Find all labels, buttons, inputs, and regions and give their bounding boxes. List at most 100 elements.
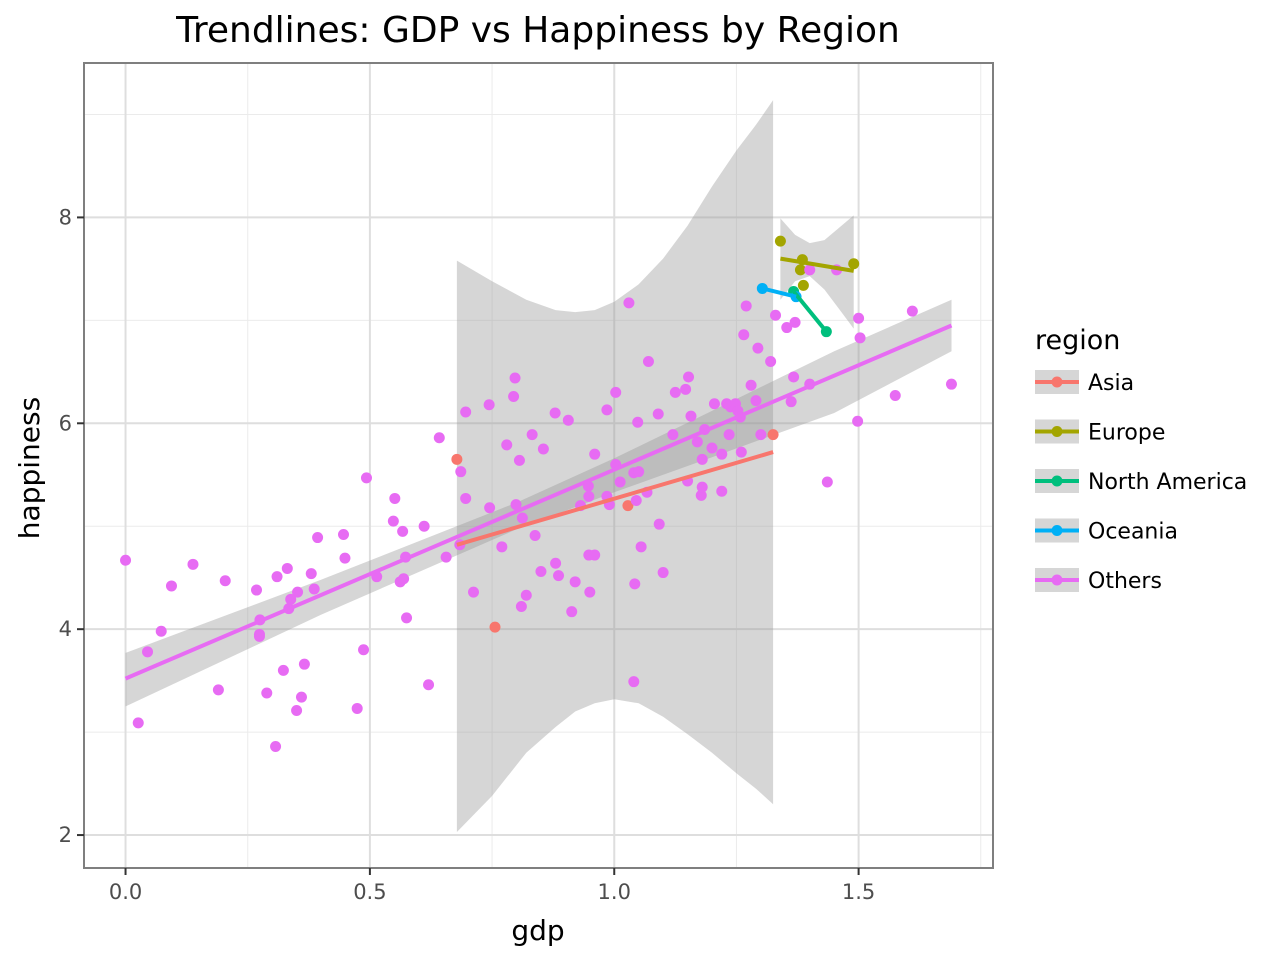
point-others [652, 408, 664, 420]
point-others [716, 448, 728, 460]
point-others [635, 541, 647, 553]
point-others [723, 429, 735, 441]
point-others [305, 568, 317, 580]
point-others [483, 399, 495, 411]
point-others [691, 436, 703, 448]
point-others [852, 415, 864, 427]
point-others [601, 404, 613, 416]
point-others [589, 549, 601, 561]
trend-lines [124, 256, 953, 681]
point-others [623, 297, 635, 309]
point-europe [774, 235, 786, 247]
legend-key-point-asia [1051, 376, 1063, 388]
point-others [440, 551, 452, 563]
point-others [785, 396, 797, 408]
point-others [633, 466, 645, 478]
point-others [516, 512, 528, 524]
point-others [398, 573, 410, 585]
point-others [765, 356, 777, 368]
point-others [261, 687, 273, 699]
point-others [553, 570, 565, 582]
point-others [460, 492, 472, 504]
point-others [821, 476, 833, 488]
trend-line-europe [780, 256, 855, 273]
legend-label-others: Others [1088, 569, 1162, 594]
point-asia [489, 621, 501, 633]
point-others [550, 557, 562, 569]
point-others [281, 562, 293, 574]
point-others [706, 442, 718, 454]
y-tick-label: 4 [59, 617, 72, 641]
point-others [308, 583, 320, 595]
point-others [387, 515, 399, 527]
point-others [270, 741, 282, 753]
point-others [212, 684, 224, 696]
y-tick-label: 2 [59, 823, 72, 847]
point-others [745, 379, 757, 391]
point-others [750, 395, 762, 407]
legend-label-oceania: Oceania [1088, 520, 1178, 545]
point-others [584, 586, 596, 598]
point-others [351, 702, 363, 714]
point-others [529, 530, 541, 541]
y-axis-title: happiness [13, 397, 46, 539]
legend-key-point-oceania [1051, 525, 1063, 536]
point-others [510, 499, 522, 511]
point-others [537, 443, 549, 455]
legend-title: region [1035, 325, 1120, 356]
point-others [418, 520, 430, 532]
point-others [740, 300, 752, 312]
point-others [165, 580, 177, 592]
point-others [535, 566, 547, 578]
point-others [292, 586, 304, 598]
point-others [889, 390, 901, 401]
point-others [614, 476, 626, 488]
point-others [526, 429, 538, 441]
point-others [695, 489, 707, 501]
point-others [468, 586, 480, 598]
trend-line-oceania [761, 286, 797, 299]
panel-border [83, 62, 994, 869]
point-europe [848, 258, 860, 270]
point-others [669, 386, 681, 398]
point-others [628, 676, 640, 688]
point-others [358, 644, 370, 656]
point-others [549, 407, 561, 419]
point-others [566, 606, 578, 618]
x-tick-label: 0.0 [109, 880, 142, 904]
point-others [569, 576, 581, 588]
point-others [589, 448, 601, 460]
point-others [610, 386, 622, 398]
legend-key-point-north-america [1051, 475, 1063, 487]
legend-key-point-europe [1051, 426, 1063, 437]
legend-label-europe: Europe [1088, 421, 1165, 446]
point-others [496, 541, 508, 553]
point-others [632, 416, 644, 428]
point-others [285, 593, 297, 605]
point-europe [794, 264, 806, 276]
plot-panel [83, 62, 994, 869]
point-others [683, 371, 695, 383]
ribbon-europe [780, 215, 854, 329]
point-others [360, 472, 372, 484]
legend-key-point-others [1051, 574, 1063, 586]
point-others [142, 646, 154, 658]
point-others [515, 601, 527, 613]
point-others [752, 342, 764, 354]
point-others [738, 329, 750, 341]
point-others [562, 414, 574, 426]
point-others [501, 439, 513, 451]
point-others [484, 502, 496, 514]
trend-line-asia [456, 450, 774, 547]
point-asia [451, 453, 463, 465]
x-axis-title: gdp [511, 914, 564, 947]
point-others [277, 664, 289, 676]
point-others [696, 453, 708, 465]
point-others [789, 316, 801, 328]
y-tick-label: 6 [59, 411, 72, 435]
point-others [339, 552, 351, 564]
y-tick-label: 8 [59, 205, 72, 229]
point-europe [797, 279, 809, 291]
point-others [132, 717, 144, 729]
